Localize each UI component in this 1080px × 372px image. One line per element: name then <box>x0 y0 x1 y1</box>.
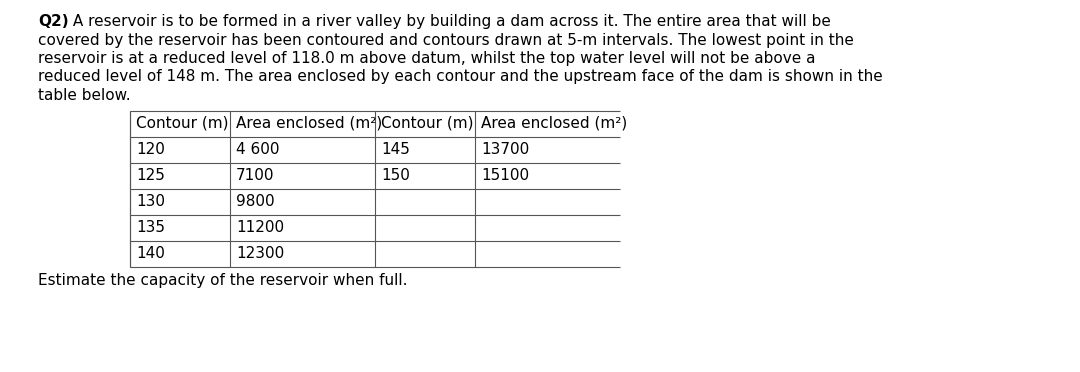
Text: reduced level of 148 m. The area enclosed by each contour and the upstream face : reduced level of 148 m. The area enclose… <box>38 70 882 84</box>
Text: Q2): Q2) <box>38 14 69 29</box>
Text: Area enclosed (m²): Area enclosed (m²) <box>237 116 382 131</box>
Text: 145: 145 <box>381 142 410 157</box>
Text: 4 600: 4 600 <box>237 142 280 157</box>
Text: 150: 150 <box>381 168 410 183</box>
Text: 125: 125 <box>136 168 165 183</box>
Text: Estimate the capacity of the reservoir when full.: Estimate the capacity of the reservoir w… <box>38 273 407 288</box>
Text: table below.: table below. <box>38 88 131 103</box>
Text: A reservoir is to be formed in a river valley by building a dam across it. The e: A reservoir is to be formed in a river v… <box>68 14 831 29</box>
Text: Contour (m): Contour (m) <box>381 116 473 131</box>
Text: 15100: 15100 <box>481 168 529 183</box>
Text: Contour (m): Contour (m) <box>136 116 229 131</box>
Text: 12300: 12300 <box>237 246 284 261</box>
Text: Area enclosed (m²): Area enclosed (m²) <box>481 116 627 131</box>
Text: 7100: 7100 <box>237 168 274 183</box>
Text: 140: 140 <box>136 246 165 261</box>
Text: covered by the reservoir has been contoured and contours drawn at 5-m intervals.: covered by the reservoir has been contou… <box>38 32 854 48</box>
Text: 13700: 13700 <box>481 142 529 157</box>
Text: 130: 130 <box>136 194 165 209</box>
Text: reservoir is at a reduced level of 118.0 m above datum, whilst the top water lev: reservoir is at a reduced level of 118.0… <box>38 51 815 66</box>
Text: 9800: 9800 <box>237 194 274 209</box>
Text: 120: 120 <box>136 142 165 157</box>
Text: 11200: 11200 <box>237 220 284 235</box>
Text: 135: 135 <box>136 220 165 235</box>
